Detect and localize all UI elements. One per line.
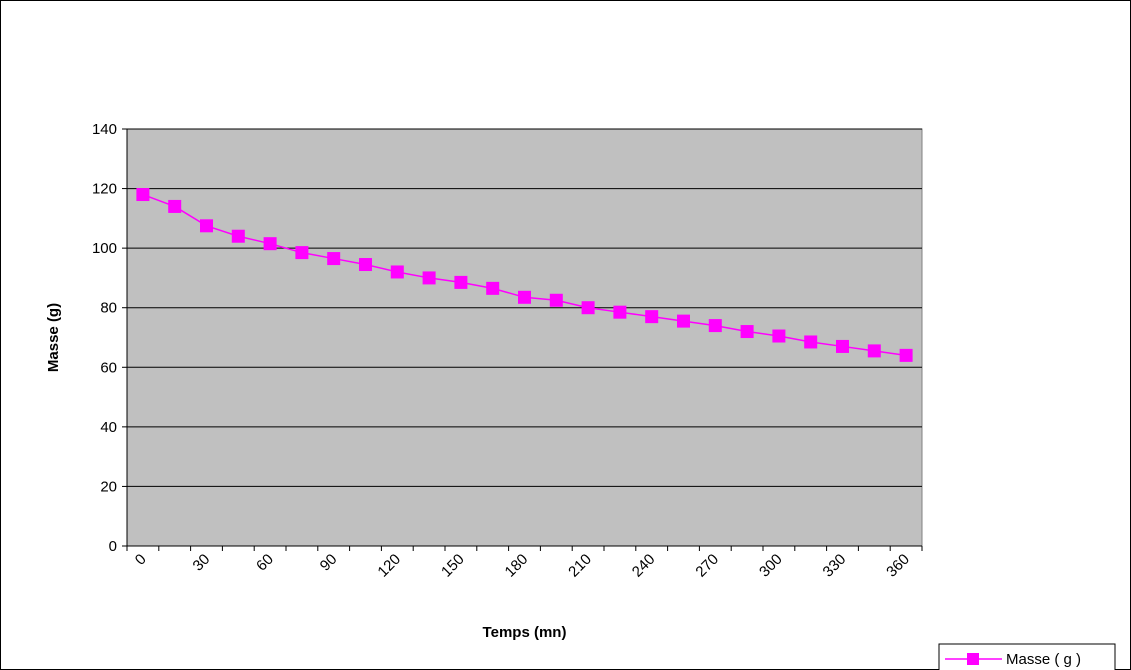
data-point-marker [295, 246, 309, 260]
y-tick-label: 120 [92, 181, 117, 198]
data-point-marker [422, 271, 436, 285]
data-point-marker [645, 310, 659, 324]
legend-label: Masse ( g ) [1006, 651, 1081, 668]
data-point-marker [327, 252, 341, 266]
x-tick-label: 30 [190, 551, 214, 575]
data-point-marker [613, 305, 627, 319]
data-point-marker [231, 229, 245, 243]
y-tick-label: 40 [100, 419, 117, 436]
y-tick-label: 60 [100, 359, 117, 376]
y-tick-label: 0 [109, 538, 117, 555]
x-tick-label: 180 [502, 551, 532, 581]
data-point-marker [581, 301, 595, 315]
data-point-marker [168, 199, 182, 213]
x-axis-title: Temps (mn) [483, 624, 567, 641]
data-point-marker [390, 265, 404, 279]
data-point-marker [263, 237, 277, 251]
data-point-marker [677, 314, 690, 328]
x-tick-label: 300 [756, 551, 786, 581]
legend-marker-swatch [967, 653, 979, 665]
x-tick-labels: 0 30 60 90 120 150 180 210 240 270 300 330 360 [132, 551, 913, 581]
data-point-marker [772, 329, 786, 343]
series-layer [136, 188, 913, 362]
x-tick-label: 210 [565, 551, 595, 581]
y-tick-label: 100 [92, 240, 117, 257]
x-tick-label: 0 [132, 551, 150, 569]
data-point-marker [740, 325, 754, 339]
y-axis-title: Masse (g) [45, 303, 62, 372]
x-tick-label: 360 [883, 551, 913, 581]
data-point-marker [359, 258, 372, 272]
gridlines [127, 128, 922, 487]
x-tick-label: 270 [692, 551, 722, 581]
data-point-marker [549, 293, 563, 307]
x-tick-label: 150 [438, 551, 468, 581]
data-point-marker [200, 219, 213, 233]
data-point-marker [867, 344, 881, 358]
x-tick-label: 330 [820, 551, 850, 581]
legend: Masse ( g ) [938, 643, 1116, 670]
plot-area [126, 128, 923, 547]
data-point-marker [486, 281, 500, 295]
data-point-marker [804, 335, 818, 349]
axes [122, 128, 923, 551]
x-tick-label: 60 [253, 551, 277, 575]
x-tick-label: 240 [629, 551, 659, 581]
data-point-marker [708, 319, 722, 333]
data-point-marker [836, 339, 849, 353]
x-tick-label: 120 [374, 551, 404, 581]
data-point-marker [136, 188, 150, 202]
data-point-marker [454, 275, 468, 289]
data-point-marker [899, 348, 913, 362]
x-tick-label: 90 [317, 551, 341, 575]
y-tick-label: 140 [92, 121, 117, 138]
y-tick-labels: 0 20 40 60 80 100 120 140 [92, 121, 117, 555]
data-point-marker [518, 290, 531, 304]
y-tick-label: 20 [100, 478, 117, 495]
y-tick-label: 80 [100, 300, 117, 317]
